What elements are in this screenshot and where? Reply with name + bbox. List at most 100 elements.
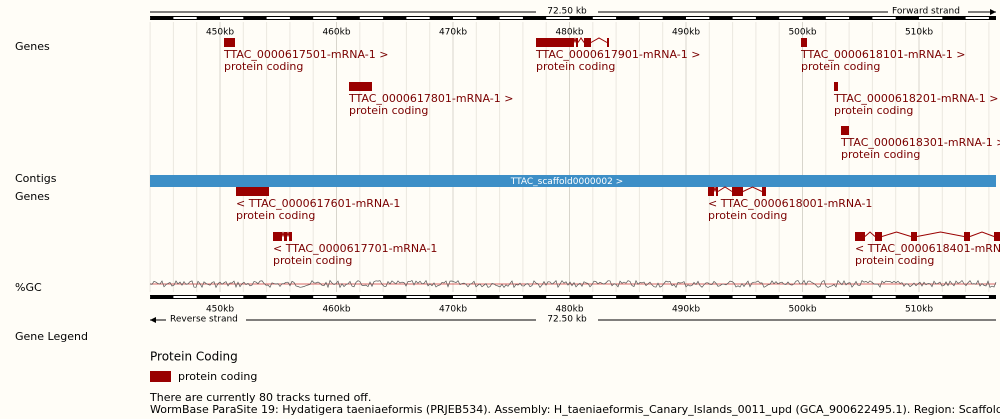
ruler-gap (173, 296, 197, 298)
exon (584, 38, 591, 47)
exon (576, 38, 578, 47)
gene[interactable]: TTAC_0000617901-mRNA-1 >protein coding (535, 37, 700, 73)
gene-biotype: protein coding (224, 60, 303, 73)
intron (577, 37, 585, 43)
contig-label: TTAC_scaffold0000002 > (510, 177, 623, 187)
intron (864, 231, 876, 237)
contig-bar[interactable] (150, 175, 996, 187)
ruler-gap (173, 17, 197, 19)
gene-biotype: protein coding (236, 209, 315, 222)
ruler-gap (266, 17, 290, 19)
gene-label: < TTAC_0000617601-mRNA-1 (236, 197, 400, 210)
ruler-gap (359, 296, 384, 298)
exon (834, 82, 838, 91)
ruler-gap (359, 17, 384, 19)
exon (762, 187, 766, 196)
exon (855, 232, 865, 241)
gene-biotype: protein coding (273, 254, 352, 267)
gene-biotype: protein coding (536, 60, 615, 73)
ruler-gap (965, 17, 989, 19)
ruler-gap (732, 296, 756, 298)
gene-label: < TTAC_0000618401-mRNA-1 (855, 242, 1000, 255)
ruler-gap (732, 17, 756, 19)
intron (717, 186, 733, 192)
ruler-gap (592, 17, 617, 19)
ruler-gap (965, 296, 989, 298)
ruler-gap (639, 296, 663, 298)
footer-text: There are currently 80 tracks turned off… (149, 391, 371, 404)
tick-label: 480kb (555, 28, 583, 38)
tick-label: 490kb (672, 305, 700, 315)
exon (801, 38, 807, 47)
gene[interactable]: TTAC_0000617801-mRNA-1 >protein coding (348, 82, 513, 117)
ruler-gap (686, 17, 710, 19)
gene[interactable]: TTAC_0000618301-mRNA-1 >protein coding (840, 126, 1000, 161)
gene[interactable]: TTAC_0000618201-mRNA-1 >protein coding (833, 82, 998, 117)
intron (881, 231, 912, 237)
arrow (990, 9, 996, 15)
strand-label: Forward strand (892, 7, 960, 17)
exon (349, 82, 372, 91)
label-bg (536, 6, 598, 18)
gene-biotype: protein coding (349, 104, 428, 117)
gene-label: TTAC_0000618201-mRNA-1 > (833, 92, 998, 105)
intron (742, 186, 763, 192)
exon (964, 232, 970, 241)
ruler-gap (872, 17, 896, 19)
gene[interactable]: TTAC_0000618101-mRNA-1 >protein coding (800, 38, 965, 73)
ruler-gap (546, 296, 570, 298)
exon (607, 38, 609, 47)
track-label[interactable]: Contigs (15, 172, 57, 185)
legend-swatch (150, 371, 171, 382)
intron (969, 231, 995, 237)
tick-label: 450kb (206, 28, 234, 38)
gene-biotype: protein coding (834, 104, 913, 117)
ruler-gap (779, 17, 803, 19)
gene[interactable]: TTAC_0000617501-mRNA-1 >protein coding (223, 38, 388, 73)
tick-label: 460kb (322, 305, 350, 315)
label-bg (536, 314, 598, 326)
strand-label: Reverse strand (170, 315, 238, 325)
gene-label: TTAC_0000617501-mRNA-1 > (223, 48, 388, 61)
ruler-gap (220, 17, 244, 19)
tick-label: 480kb (555, 305, 583, 315)
tick-label: 510kb (905, 28, 933, 38)
track-label[interactable]: Genes (15, 190, 50, 203)
tick-label: 510kb (905, 305, 933, 315)
ruler-gap (919, 17, 943, 19)
ruler-gap (453, 296, 477, 298)
tick-label: 470kb (439, 305, 467, 315)
intron (573, 37, 577, 43)
gene-label: TTAC_0000618301-mRNA-1 > (840, 136, 1000, 149)
ruler-gap (919, 296, 943, 298)
label-bg (166, 314, 246, 326)
intron (713, 186, 717, 192)
intron (590, 37, 608, 43)
exon (273, 232, 282, 241)
ruler-gap (686, 296, 710, 298)
gene-label: TTAC_0000617901-mRNA-1 > (535, 48, 700, 61)
legend-item: protein coding (178, 370, 257, 383)
label-bg (888, 6, 968, 18)
tick-label: 460kb (322, 28, 350, 38)
ruler-gap (825, 17, 850, 19)
ruler-gap (872, 296, 896, 298)
ruler-gap (406, 17, 430, 19)
ruler-bar (150, 295, 996, 299)
track-label[interactable]: Genes (15, 40, 50, 53)
exon (236, 187, 269, 196)
ruler-gap (499, 17, 523, 19)
exon (289, 232, 292, 241)
tick-label: 470kb (439, 28, 467, 38)
ruler-bar (150, 16, 996, 20)
ruler-length: 72.50 kb (547, 7, 587, 17)
ruler-gap (546, 17, 570, 19)
track-label[interactable]: %GC (15, 281, 42, 294)
ruler-gap (313, 296, 337, 298)
exon (911, 232, 917, 241)
exon (536, 38, 574, 47)
